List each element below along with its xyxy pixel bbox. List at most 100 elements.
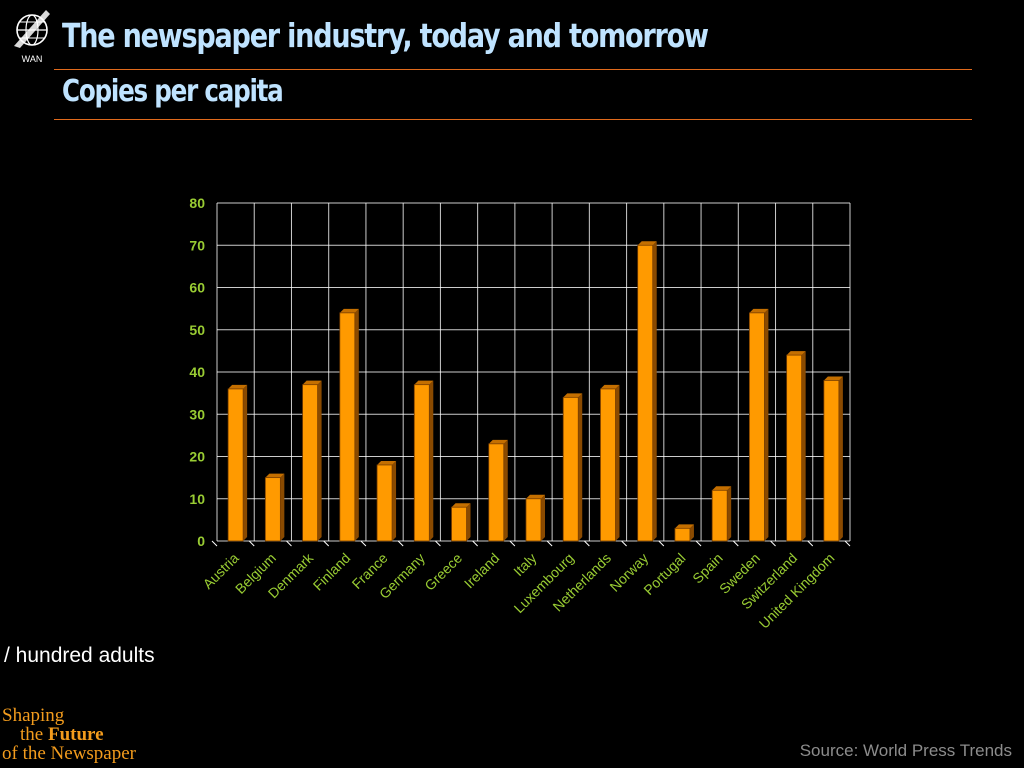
y-tick-label: 0 — [197, 533, 205, 549]
bar-face — [786, 354, 803, 542]
bar-face — [711, 489, 728, 542]
bar-united-kingdom — [823, 376, 843, 542]
x-tick — [621, 540, 627, 547]
bar-switzerland — [786, 351, 806, 542]
bar-side — [503, 439, 508, 541]
chart-subtitle: Copies per capita — [62, 74, 284, 109]
y-tick-label: 40 — [189, 364, 205, 380]
bar-side — [354, 308, 359, 541]
unit-label: / hundred adults — [4, 644, 155, 667]
bar-ireland — [488, 439, 508, 542]
shaping-future-logo: Shaping the Future of the Newspaper — [2, 706, 136, 763]
bar-face — [451, 506, 467, 542]
y-tick-label: 30 — [189, 406, 205, 422]
x-tick — [360, 540, 367, 547]
bar-face — [302, 384, 318, 542]
x-tick — [695, 540, 702, 547]
bar-side — [243, 384, 248, 541]
bar-greece — [451, 503, 471, 542]
bar-side — [652, 241, 657, 541]
bar-face — [264, 477, 281, 542]
x-tick — [435, 540, 441, 547]
bar-face — [488, 443, 505, 542]
x-tick — [286, 540, 292, 547]
bar-top — [228, 384, 248, 389]
bar-top — [414, 380, 434, 385]
bar-face — [227, 388, 244, 542]
bar-top — [637, 241, 657, 246]
x-tick — [807, 540, 814, 547]
bar-side — [801, 351, 806, 541]
bar-side — [429, 380, 434, 541]
bar-finland — [339, 308, 359, 542]
subtitle-divider — [54, 119, 972, 120]
tagline-line2: the Future — [2, 725, 136, 744]
y-tick-label: 20 — [189, 449, 205, 465]
y-tick-label: 70 — [189, 237, 205, 253]
bar-denmark — [302, 380, 322, 542]
bar-top — [265, 473, 285, 478]
bar-top — [749, 308, 769, 313]
logo-text: WAN — [22, 54, 43, 64]
bar-spain — [711, 486, 732, 542]
x-tick — [732, 540, 739, 547]
title-divider — [54, 69, 972, 70]
bar-top — [786, 351, 806, 356]
chart-grid — [211, 202, 851, 547]
bar-face — [674, 527, 691, 542]
y-tick-label: 80 — [189, 195, 205, 211]
bar-top — [563, 393, 583, 398]
x-tick — [658, 540, 665, 547]
bar-side — [317, 380, 322, 541]
bar-side — [689, 524, 694, 541]
bar-top — [600, 384, 620, 389]
y-tick-label: 50 — [189, 322, 205, 338]
x-tick — [844, 540, 851, 547]
tagline-line3: of the Newspaper — [2, 743, 137, 764]
x-tick-label: Portugal — [640, 550, 688, 598]
x-tick — [546, 540, 553, 547]
bar-face — [637, 244, 654, 542]
bar-side — [392, 460, 397, 541]
y-tick-label: 10 — [189, 491, 205, 507]
bar-face — [823, 380, 840, 542]
wan-logo: WAN — [14, 10, 50, 64]
bar-top — [526, 494, 545, 499]
bar-portugal — [674, 524, 694, 542]
bar-sweden — [749, 308, 769, 542]
x-tick — [248, 540, 255, 547]
bar-top — [488, 439, 508, 444]
source-note: Source: World Press Trends — [799, 741, 1012, 760]
x-tick-label: Finland — [310, 550, 354, 594]
bar-face — [749, 312, 765, 542]
bar-netherlands — [600, 384, 620, 542]
x-tick — [323, 540, 330, 547]
y-tick-label: 60 — [189, 280, 205, 296]
bar-side — [466, 503, 471, 541]
bar-face — [376, 464, 393, 542]
bar-top — [339, 308, 359, 313]
bar-side — [727, 486, 732, 541]
bar-france — [376, 460, 397, 542]
chart-labels: 01020304050607080AustriaBelgiumDenmarkFi… — [189, 195, 837, 632]
x-tick — [397, 540, 404, 547]
bar-top — [302, 380, 322, 385]
x-tick-label: Italy — [510, 550, 539, 579]
bar-side — [541, 494, 545, 541]
x-tick-label: Ireland — [461, 550, 503, 592]
bar-face — [525, 498, 542, 542]
page-title: The newspaper industry, today and tomorr… — [62, 16, 709, 55]
x-tick — [472, 540, 479, 547]
x-tick — [770, 540, 776, 547]
bar-side — [764, 308, 769, 541]
x-tick-label: Greece — [421, 550, 465, 594]
bar-face — [339, 312, 356, 542]
bar-face — [562, 396, 579, 542]
bar-top — [823, 376, 843, 381]
bar-face — [600, 388, 616, 542]
bar-top — [674, 524, 694, 529]
bar-side — [615, 384, 620, 541]
bar-norway — [637, 241, 657, 542]
bar-luxembourg — [562, 393, 583, 542]
